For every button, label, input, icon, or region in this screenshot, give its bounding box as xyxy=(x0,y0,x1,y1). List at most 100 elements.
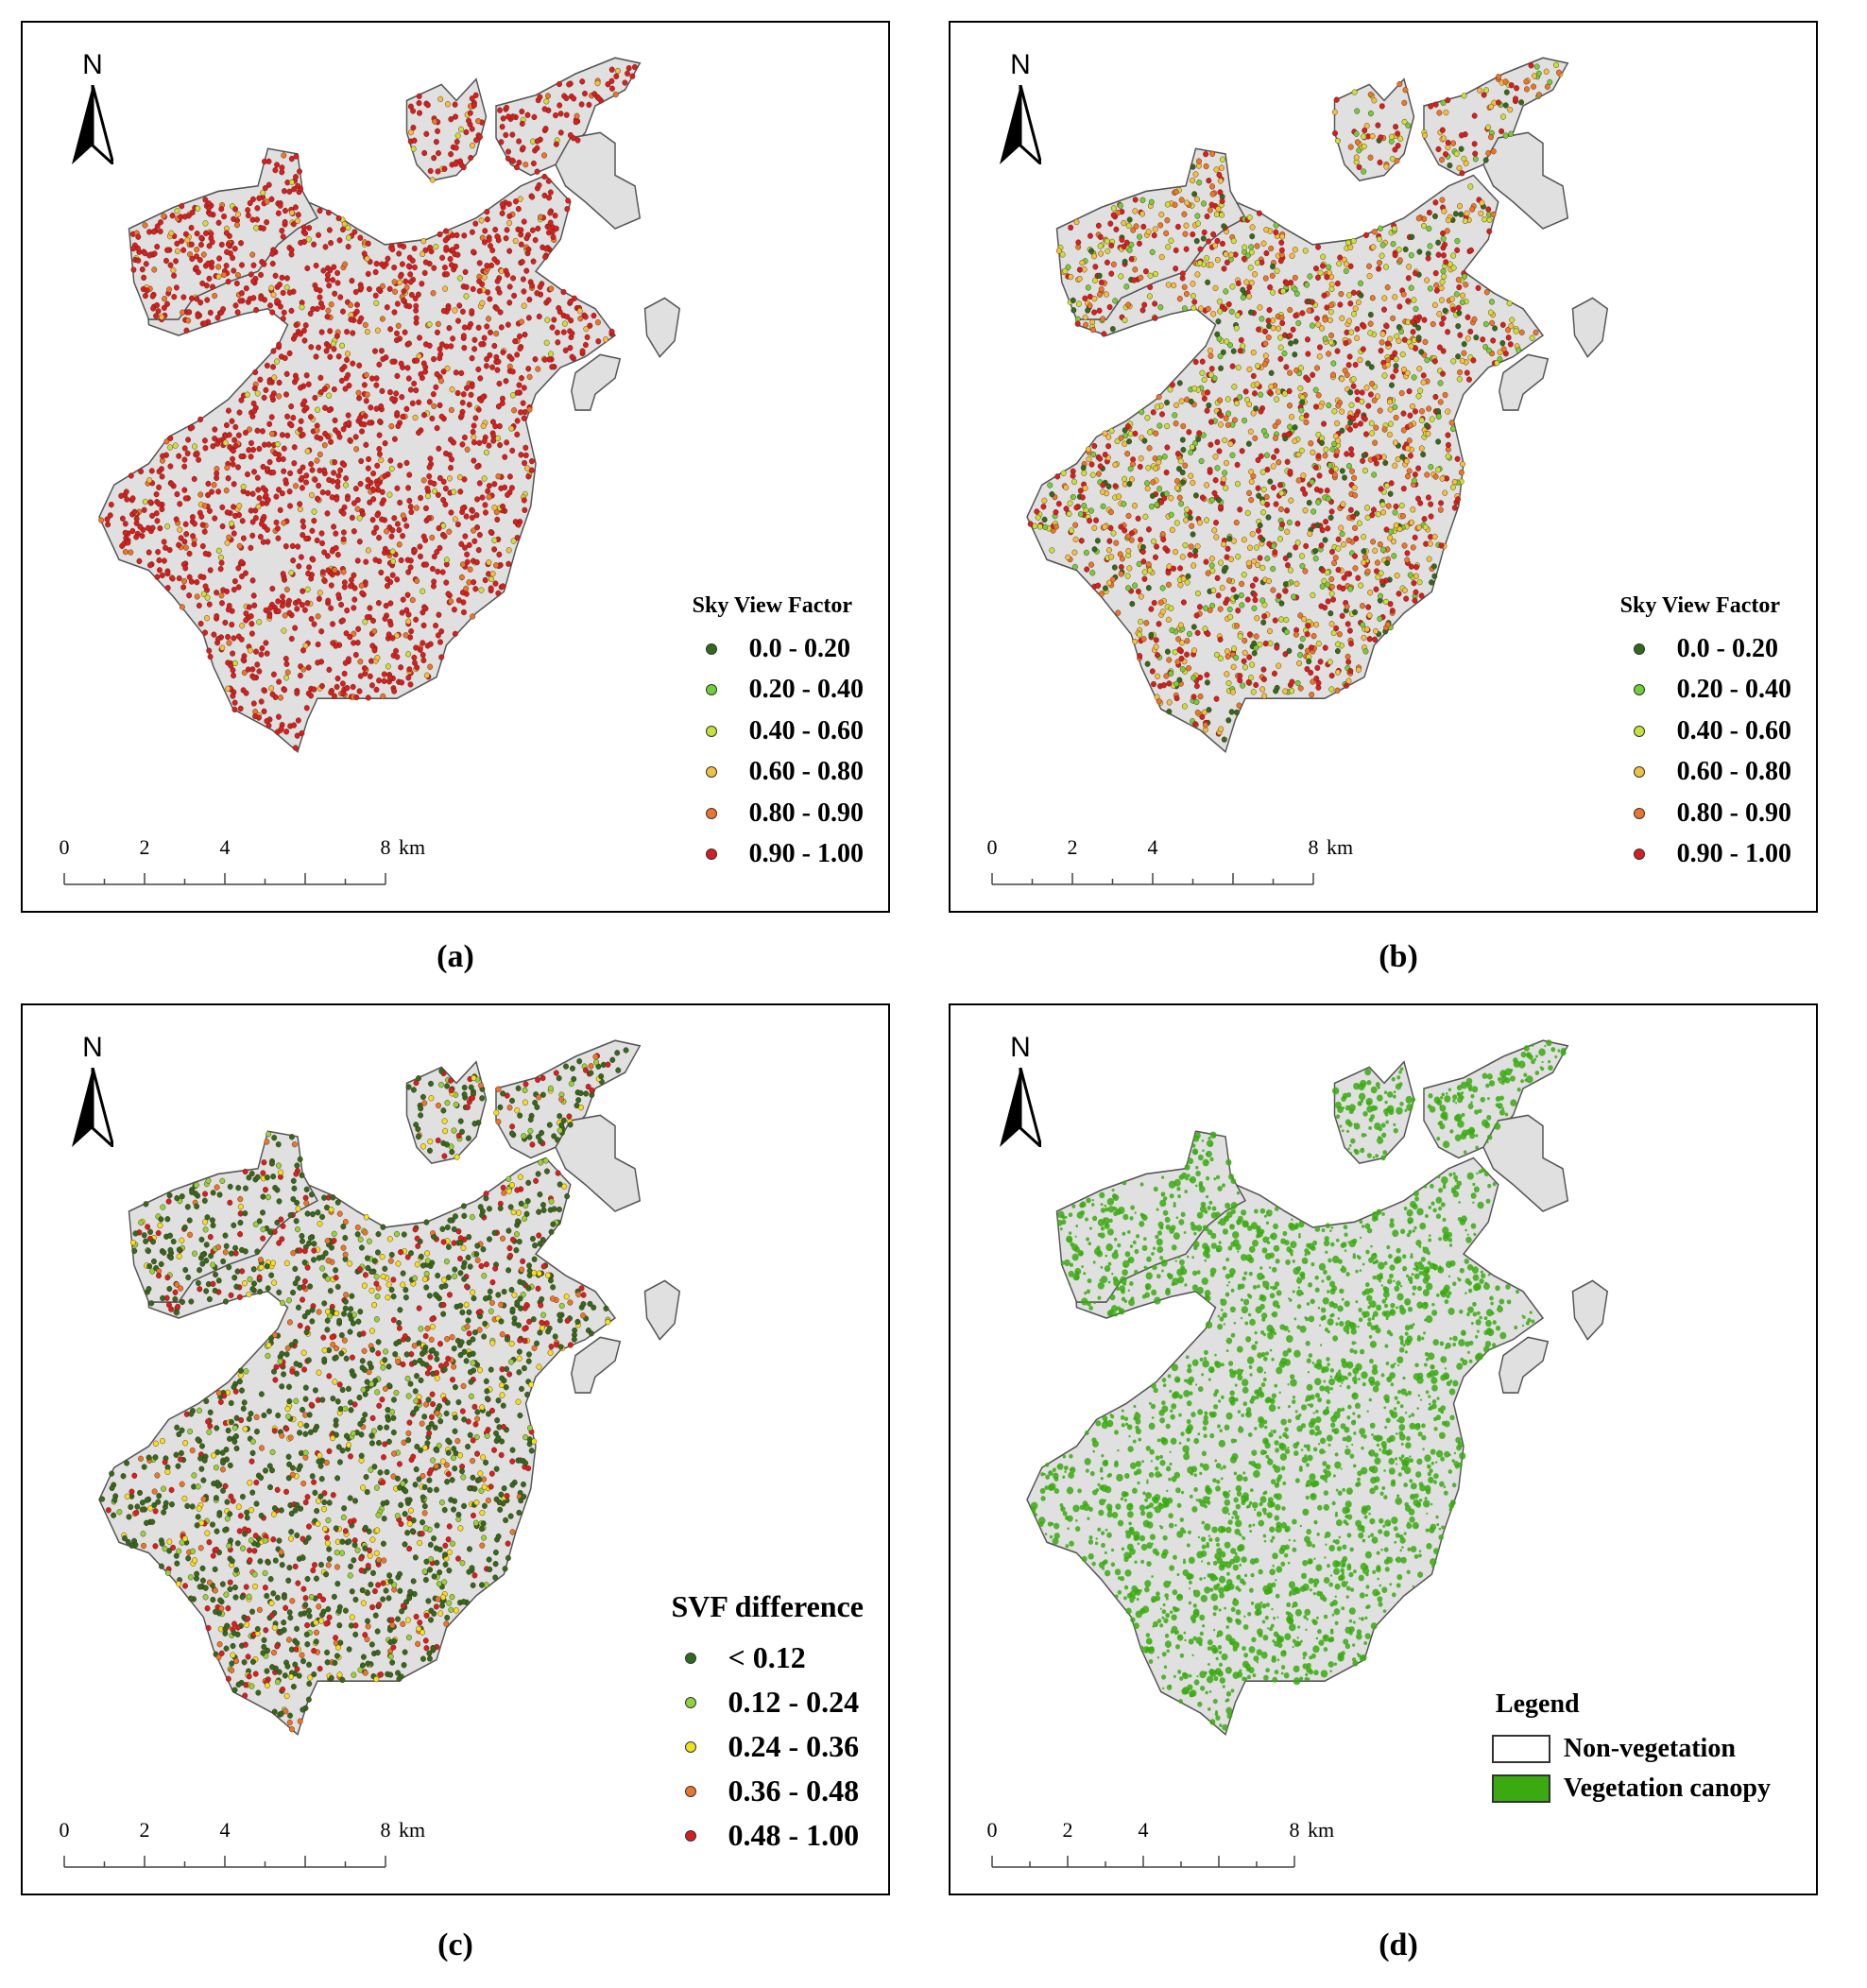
sample-point xyxy=(1426,405,1432,412)
land-polygon xyxy=(1571,297,1609,358)
sample-point xyxy=(346,234,351,241)
sample-point xyxy=(1180,479,1187,486)
sample-point xyxy=(1347,506,1354,513)
sample-point xyxy=(1168,605,1174,611)
sample-point xyxy=(1277,506,1284,513)
sample-point xyxy=(1454,237,1461,245)
sample-point xyxy=(1408,343,1414,350)
sample-point xyxy=(215,273,222,281)
sample-point xyxy=(454,231,460,239)
sample-point xyxy=(1496,74,1501,80)
sample-point xyxy=(1194,590,1201,597)
sample-point xyxy=(303,372,310,379)
sample-point xyxy=(239,1493,246,1500)
sample-point xyxy=(495,358,502,365)
sample-point xyxy=(1190,562,1197,569)
sample-point xyxy=(261,158,267,165)
sample-point xyxy=(423,672,430,678)
sample-point xyxy=(175,1463,181,1469)
sample-point xyxy=(1308,440,1314,447)
sample-point xyxy=(1105,434,1112,440)
sample-point xyxy=(1261,361,1268,368)
sample-point xyxy=(422,259,429,266)
sample-point xyxy=(1270,463,1276,470)
sample-point xyxy=(474,496,480,503)
sample-point xyxy=(389,572,396,578)
sample-point xyxy=(532,236,539,244)
sample-point xyxy=(1246,366,1253,373)
sample-point xyxy=(1490,211,1497,218)
sample-point xyxy=(1293,338,1299,345)
sample-point xyxy=(1190,231,1196,238)
sample-point xyxy=(1117,202,1123,209)
sample-point xyxy=(1433,287,1440,294)
sample-point xyxy=(1282,435,1289,442)
sample-point xyxy=(328,239,334,247)
sample-point xyxy=(508,355,515,362)
sample-point xyxy=(331,470,337,476)
sample-point xyxy=(403,1287,409,1294)
sample-point xyxy=(403,284,410,291)
sample-point xyxy=(1088,248,1094,254)
sample-point xyxy=(298,418,304,424)
sample-point xyxy=(210,283,215,290)
sample-point xyxy=(1447,162,1453,169)
sample-point xyxy=(435,632,441,639)
sample-point xyxy=(1486,228,1493,234)
sample-point xyxy=(1366,636,1373,643)
sample-point xyxy=(1201,709,1208,716)
sample-point xyxy=(1439,197,1446,203)
sample-point xyxy=(1375,122,1381,129)
sample-point xyxy=(1335,403,1342,409)
sample-point xyxy=(294,606,300,612)
sample-point xyxy=(1403,457,1410,465)
sample-point xyxy=(1293,367,1300,374)
sample-point xyxy=(437,231,443,238)
sample-point xyxy=(1144,660,1151,667)
sample-point xyxy=(1150,409,1156,416)
sample-point xyxy=(422,605,429,612)
sample-point xyxy=(406,302,413,310)
sample-point xyxy=(344,356,351,364)
sample-point xyxy=(1310,371,1316,378)
sample-point xyxy=(448,1606,454,1613)
sample-point xyxy=(225,633,231,641)
sample-point xyxy=(1053,523,1059,530)
sample-point xyxy=(254,205,261,212)
sample-point xyxy=(359,590,366,596)
sample-point xyxy=(1363,231,1369,239)
sample-point xyxy=(413,302,420,310)
sample-point xyxy=(192,521,197,527)
sample-point xyxy=(473,137,479,144)
sample-point xyxy=(434,1356,440,1362)
sample-point xyxy=(511,407,518,414)
sample-point xyxy=(471,578,477,586)
sample-point xyxy=(485,1497,491,1504)
sample-point xyxy=(1232,417,1238,423)
sample-point xyxy=(202,1191,208,1197)
sample-point xyxy=(1331,471,1338,478)
sample-point xyxy=(567,131,574,139)
sample-point xyxy=(1445,96,1451,104)
legend-label: 0.40 - 0.60 xyxy=(748,715,864,746)
sample-point xyxy=(179,238,184,245)
sample-point xyxy=(1207,467,1213,473)
sample-point xyxy=(1166,708,1173,715)
sample-point xyxy=(373,686,380,694)
sample-point xyxy=(1214,256,1221,264)
sample-point xyxy=(425,1598,432,1604)
sample-point xyxy=(1097,291,1103,298)
sample-point xyxy=(450,247,456,253)
sample-point xyxy=(521,385,527,391)
sample-point xyxy=(1338,524,1345,531)
sample-point xyxy=(1330,596,1336,603)
sample-point xyxy=(1457,332,1464,338)
sample-point xyxy=(1241,658,1247,664)
sample-point xyxy=(188,1298,195,1305)
sample-point xyxy=(1351,485,1358,491)
sample-point xyxy=(1182,231,1189,237)
sample-point xyxy=(429,177,436,183)
sample-point xyxy=(300,1238,305,1244)
sample-point xyxy=(381,263,387,270)
sample-point xyxy=(1452,211,1459,217)
